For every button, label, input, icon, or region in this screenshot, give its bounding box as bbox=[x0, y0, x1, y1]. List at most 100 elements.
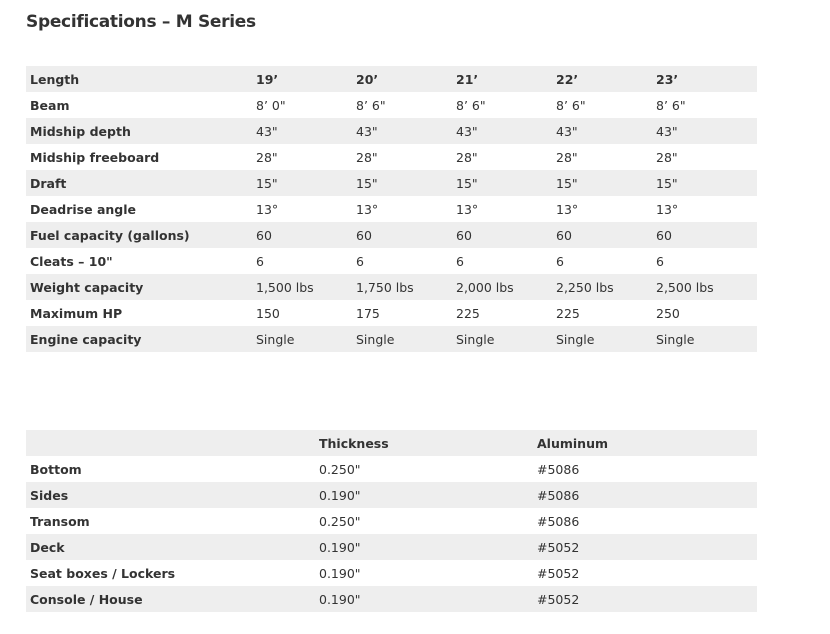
table-cell: 13° bbox=[256, 201, 279, 217]
table-cell: 23’ bbox=[656, 71, 679, 87]
table-cell: 28" bbox=[356, 149, 378, 165]
table-cell: Single bbox=[556, 331, 595, 347]
row-label: Deadrise angle bbox=[30, 201, 136, 217]
table-cell: #5086 bbox=[537, 513, 580, 529]
row-label: Fuel capacity (gallons) bbox=[30, 227, 190, 243]
table-cell: 15" bbox=[256, 175, 278, 191]
row-label bbox=[26, 430, 319, 456]
table-cell: 43" bbox=[556, 123, 578, 139]
table-cell: 0.190" bbox=[319, 487, 361, 503]
table-cell: 60 bbox=[556, 227, 572, 243]
row-label: Length bbox=[30, 71, 80, 87]
table-cell: 60 bbox=[456, 227, 472, 243]
table-cell: 1,750 lbs bbox=[356, 279, 414, 295]
table-cell: 175 bbox=[356, 305, 380, 321]
row-label: Midship freeboard bbox=[30, 149, 160, 165]
table-cell: #5052 bbox=[537, 591, 580, 607]
table-cell: 0.250" bbox=[319, 461, 361, 477]
table-cell: 2,250 lbs bbox=[556, 279, 614, 295]
table-cell: 2,000 lbs bbox=[456, 279, 514, 295]
table-cell: 19’ bbox=[256, 71, 279, 87]
table-cell: 6 bbox=[456, 253, 464, 269]
table-cell: 43" bbox=[356, 123, 378, 139]
table-cell: Single bbox=[356, 331, 395, 347]
table-cell: #5052 bbox=[537, 565, 580, 581]
table-cell: 43" bbox=[656, 123, 678, 139]
table-cell: 43" bbox=[456, 123, 478, 139]
table-cell: #5052 bbox=[537, 539, 580, 555]
table-cell: 250 bbox=[656, 305, 680, 321]
table-cell: #5086 bbox=[537, 487, 580, 503]
table-row: Cleats – 10" 6 6 6 6 6 bbox=[26, 248, 757, 274]
table-row: Deck 0.190" #5052 bbox=[26, 534, 757, 560]
table-cell: 60 bbox=[356, 227, 372, 243]
table-cell: 150 bbox=[256, 305, 280, 321]
table-row: Seat boxes / Lockers 0.190" #5052 bbox=[26, 560, 757, 586]
page-title: Specifications – M Series bbox=[26, 12, 256, 32]
row-label: Console / House bbox=[30, 591, 143, 607]
table-cell: 28" bbox=[256, 149, 278, 165]
materials-table: Thickness Aluminum Bottom 0.250" #5086 Sides 0… bbox=[26, 430, 757, 612]
row-label: Deck bbox=[30, 539, 65, 555]
table-cell: 15" bbox=[356, 175, 378, 191]
row-label: Engine capacity bbox=[30, 331, 142, 347]
table-cell: Single bbox=[656, 331, 695, 347]
table-cell: 225 bbox=[456, 305, 480, 321]
table-cell: #5086 bbox=[537, 461, 580, 477]
table-row: Deadrise angle 13° 13° 13° 13° 13° bbox=[26, 196, 757, 222]
table-cell: 22’ bbox=[556, 71, 579, 87]
table-cell: 21’ bbox=[456, 71, 479, 87]
table-cell: Single bbox=[456, 331, 495, 347]
row-label: Cleats – 10" bbox=[30, 253, 113, 269]
table-cell: 6 bbox=[656, 253, 664, 269]
table-cell: 0.190" bbox=[319, 591, 361, 607]
table-cell: Thickness bbox=[319, 435, 389, 451]
row-label: Bottom bbox=[30, 461, 82, 477]
table-cell: 8’ 6" bbox=[356, 97, 386, 113]
table-cell: 15" bbox=[456, 175, 478, 191]
table-cell: 0.190" bbox=[319, 539, 361, 555]
table-cell: 1,500 lbs bbox=[256, 279, 314, 295]
table-row: Beam 8’ 0" 8’ 6" 8’ 6" 8’ 6" 8’ 6" bbox=[26, 92, 757, 118]
table-cell: 20’ bbox=[356, 71, 379, 87]
table-cell: Single bbox=[256, 331, 295, 347]
table-cell: 43" bbox=[256, 123, 278, 139]
table-cell: 15" bbox=[656, 175, 678, 191]
row-label: Midship depth bbox=[30, 123, 131, 139]
table-row: Weight capacity 1,500 lbs 1,750 lbs 2,000 l… bbox=[26, 274, 757, 300]
table-row: Transom 0.250" #5086 bbox=[26, 508, 757, 534]
table-row: Console / House 0.190" #5052 bbox=[26, 586, 757, 612]
table-cell: 0.190" bbox=[319, 565, 361, 581]
table-cell: 0.250" bbox=[319, 513, 361, 529]
table-cell: 13° bbox=[456, 201, 479, 217]
table-cell: 13° bbox=[656, 201, 679, 217]
table-cell: Aluminum bbox=[537, 435, 608, 451]
table-row: Midship depth 43" 43" 43" 43" 43" bbox=[26, 118, 757, 144]
table-cell: 28" bbox=[656, 149, 678, 165]
table-row: Bottom 0.250" #5086 bbox=[26, 456, 757, 482]
table-row: Draft 15" 15" 15" 15" 15" bbox=[26, 170, 757, 196]
table-header-row: Thickness Aluminum bbox=[26, 430, 757, 456]
table-cell: 6 bbox=[356, 253, 364, 269]
table-header-row: Length 19’ 20’ 21’ 22’ 23’ bbox=[26, 66, 757, 92]
table-cell: 60 bbox=[256, 227, 272, 243]
row-label: Weight capacity bbox=[30, 279, 144, 295]
table-row: Engine capacity Single Single Single Single S… bbox=[26, 326, 757, 352]
table-cell: 8’ 6" bbox=[556, 97, 586, 113]
table-cell: 6 bbox=[256, 253, 264, 269]
table-cell: 28" bbox=[556, 149, 578, 165]
row-label: Beam bbox=[30, 97, 70, 113]
row-label: Sides bbox=[30, 487, 69, 503]
row-label: Seat boxes / Lockers bbox=[30, 565, 176, 581]
row-label: Draft bbox=[30, 175, 67, 191]
table-row: Sides 0.190" #5086 bbox=[26, 482, 757, 508]
table-cell: 6 bbox=[556, 253, 564, 269]
table-cell: 225 bbox=[556, 305, 580, 321]
table-cell: 8’ 6" bbox=[656, 97, 686, 113]
table-cell: 13° bbox=[356, 201, 379, 217]
table-cell: 2,500 lbs bbox=[656, 279, 714, 295]
specifications-table: Length 19’ 20’ 21’ 22’ 23’ Beam 8’ 0" 8’ 6" 8’ 6"… bbox=[26, 66, 757, 352]
table-cell: 60 bbox=[656, 227, 672, 243]
row-label: Maximum HP bbox=[30, 305, 123, 321]
table-row: Maximum HP 150 175 225 225 250 bbox=[26, 300, 757, 326]
